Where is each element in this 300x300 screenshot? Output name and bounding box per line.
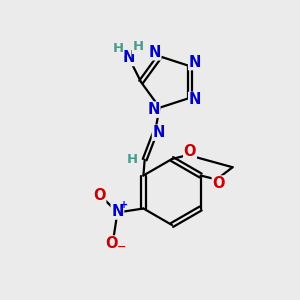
Text: O: O [93, 188, 106, 203]
Text: N: N [123, 50, 135, 65]
Text: N: N [148, 102, 160, 117]
Text: N: N [152, 125, 165, 140]
Text: O: O [105, 236, 118, 251]
Text: O: O [184, 145, 196, 160]
Text: N: N [189, 55, 201, 70]
Text: N: N [189, 92, 201, 107]
Text: +: + [120, 200, 128, 211]
Text: O: O [212, 176, 225, 191]
Text: −: − [117, 242, 126, 251]
Text: N: N [111, 204, 124, 219]
Text: H: H [132, 40, 144, 53]
Text: H: H [127, 153, 138, 166]
Text: H: H [112, 43, 124, 56]
Text: N: N [148, 45, 161, 60]
